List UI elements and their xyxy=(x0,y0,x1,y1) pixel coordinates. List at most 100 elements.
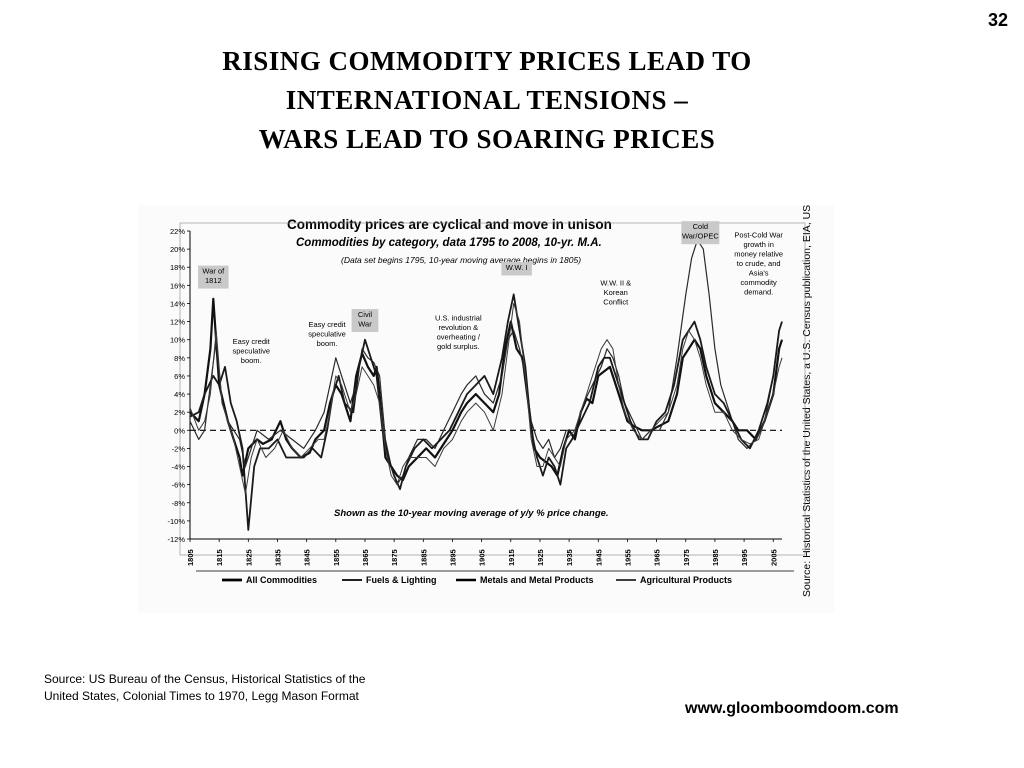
annotation-text: money relative xyxy=(734,249,783,258)
y-axis: 22% 20% 18% 16% 14% 12% 10% 8% 6% 4% 2% 0% -2% -4% -6%… xyxy=(167,227,191,544)
plot-frame xyxy=(179,222,806,556)
annotation-text: boom. xyxy=(241,356,262,365)
y-tick-label: -12% xyxy=(167,535,185,544)
y-tick-label: -2% xyxy=(172,444,186,453)
series-line-all-commodities xyxy=(189,297,784,482)
x-tick-label: 1845 xyxy=(303,549,312,566)
x-tick-label: 1905 xyxy=(478,549,487,566)
x-tick-label: 1895 xyxy=(448,549,457,566)
x-tick-label: 1985 xyxy=(711,549,720,566)
annotation-text: Korean xyxy=(604,288,628,297)
x-tick-label: 2005 xyxy=(769,549,778,566)
annotation-text: boom. xyxy=(317,339,338,348)
annotation-text: W.W. I xyxy=(506,263,528,272)
annotation-text: War of xyxy=(202,267,225,276)
series-line-metals-and-metal-products xyxy=(189,293,783,531)
x-tick-label: 1955 xyxy=(623,549,632,566)
annotation-text: to crude, and xyxy=(737,259,781,268)
page-number: 32 xyxy=(987,10,1008,30)
annotation-text: Civil xyxy=(358,310,372,319)
annotation-text: growth in xyxy=(743,240,773,249)
commodity-chart: Commodity prices are cyclical and move i… xyxy=(167,205,813,597)
y-tick-label: -4% xyxy=(172,463,186,472)
x-tick-label: 1935 xyxy=(565,549,574,566)
y-tick-label: 2% xyxy=(174,408,185,417)
x-tick-label: 1995 xyxy=(740,549,749,566)
slide-title-line-2: INTERNATIONAL TENSIONS – xyxy=(285,85,689,115)
annotation-text: W.W. II & xyxy=(600,278,631,287)
x-tick-label: 1925 xyxy=(536,549,545,566)
x-tick-label: 1915 xyxy=(507,549,516,566)
x-tick-label: 1945 xyxy=(594,549,603,566)
annotation-text: overheating / xyxy=(437,333,481,342)
series-lines xyxy=(189,239,784,531)
slide-title-line-3: WARS LEAD TO SOARING PRICES xyxy=(258,124,716,154)
annotation-text: demand. xyxy=(744,287,773,296)
y-tick-label: -10% xyxy=(167,517,185,526)
y-tick-label: 10% xyxy=(170,336,185,345)
annotation-text: speculative xyxy=(232,347,270,356)
annotation-text: Easy credit xyxy=(233,337,271,346)
source-line-2: United States, Colonial Times to 1970, L… xyxy=(44,689,359,703)
y-tick-label: 8% xyxy=(174,354,185,363)
x-tick-label: 1965 xyxy=(653,549,662,566)
x-tick-label: 1815 xyxy=(215,549,224,566)
annotation-text: War xyxy=(358,320,372,329)
annotation-text: speculative xyxy=(308,330,346,339)
annotation-box xyxy=(351,309,379,333)
annotation-text: U.S. industrial xyxy=(435,314,482,323)
chart-title: Commodity prices are cyclical and move i… xyxy=(287,217,612,232)
y-tick-label: 4% xyxy=(174,390,185,399)
y-tick-label: 22% xyxy=(170,227,185,236)
x-tick-label: 1875 xyxy=(390,549,399,566)
y-tick-label: 14% xyxy=(170,299,185,308)
annotation-text: War/OPEC xyxy=(682,232,719,241)
series-line-agricultural-products xyxy=(189,303,783,495)
x-tick-label: 1885 xyxy=(419,549,428,566)
y-tick-label: 6% xyxy=(174,372,185,381)
chart-subtitle: Commodities by category, data 1795 to 20… xyxy=(296,237,602,249)
y-tick-label: 20% xyxy=(170,245,185,254)
annotation-text: Easy credit xyxy=(309,320,347,329)
annotation-box xyxy=(198,265,229,289)
x-axis: 1805 1815 1825 1835 1845 1855 1865 1875 1885 1895… xyxy=(186,538,782,566)
y-tick-label: 18% xyxy=(170,263,185,272)
website-url: www.gloomboomdoom.com xyxy=(685,700,899,717)
legend-label: Fuels & Lighting xyxy=(366,575,437,585)
chart-figure: Commodity prices are cyclical and move i… xyxy=(138,205,834,613)
annotation: W.W. I xyxy=(501,261,532,276)
chart-bottom-note: Shown as the 10-year moving average of y… xyxy=(334,508,609,519)
x-tick-label: 1855 xyxy=(332,549,341,566)
y-tick-label: 12% xyxy=(170,318,185,327)
y-tick-label: -8% xyxy=(172,499,186,508)
annotation-text: commodity xyxy=(741,278,778,287)
y-tick-label: -6% xyxy=(172,481,186,490)
annotation-text: Asia's xyxy=(749,268,769,277)
x-tick-label: 1825 xyxy=(244,549,253,566)
source-citation: Source: US Bureau of the Census, Histori… xyxy=(44,671,365,705)
x-tick-label: 1975 xyxy=(682,549,691,566)
x-tick-label: 1835 xyxy=(273,549,282,566)
annotation-text: revolution & xyxy=(438,323,478,332)
annotation-text: 1812 xyxy=(205,276,222,285)
legend-label: All Commodities xyxy=(246,575,317,585)
y-tick-label: 16% xyxy=(170,281,185,290)
annotation-box xyxy=(501,261,532,276)
annotation-text: gold surplus. xyxy=(437,342,480,351)
legend: All Commodities Fuels & Lighting Metals an… xyxy=(196,570,794,585)
slide-title: RISING COMMODITY PRICES LEAD TO INTERNAT… xyxy=(130,42,844,159)
chart-note: (Data set begins 1795, 10-year moving av… xyxy=(341,255,581,265)
annotation-box xyxy=(681,221,720,245)
x-tick-label: 1865 xyxy=(361,549,370,566)
legend-label: Agricultural Products xyxy=(640,575,732,585)
annotation-text: Post-Cold War xyxy=(734,230,783,239)
annotation-text: Cold xyxy=(693,222,708,231)
